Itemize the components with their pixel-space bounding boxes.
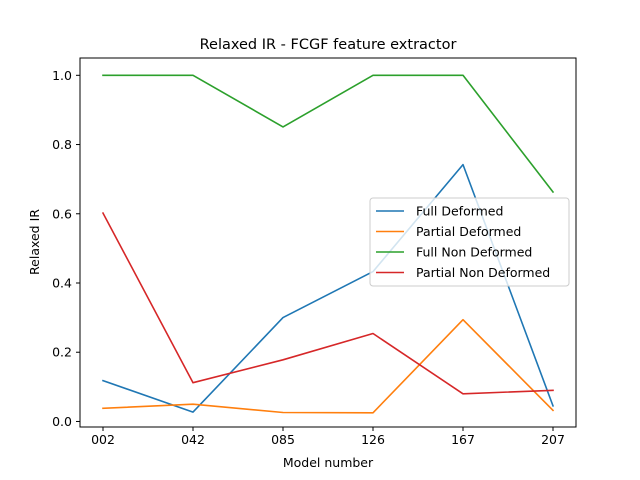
legend-label-full-deformed: Full Deformed	[416, 204, 503, 219]
y-tick-label: 0.4	[52, 276, 72, 291]
series-line-partial-deformed	[102, 318, 555, 414]
y-tick-label: 0.2	[52, 345, 72, 360]
y-tick-label: 0.0	[52, 414, 72, 429]
legend-box	[369, 197, 570, 287]
legend-label-partial-deformed: Partial Deformed	[416, 224, 521, 239]
x-tick-label: 042	[181, 432, 205, 447]
legend: Full Deformed Partial Deformed Full Non De…	[369, 197, 570, 287]
y-tick-label: 0.6	[52, 206, 72, 221]
y-axis-label: Relaxed IR	[27, 209, 42, 275]
x-tick-label: 002	[91, 432, 115, 447]
y-tick-label: 1.0	[52, 68, 72, 83]
x-tick-label: 085	[271, 432, 295, 447]
legend-label-partial-non-deformed: Partial Non Deformed	[416, 265, 550, 280]
legend-label-full-non-deformed: Full Non Deformed	[416, 245, 532, 260]
x-axis: 002 042 085 126 167 207	[91, 427, 565, 447]
series-line-partial-non-deformed	[101, 212, 554, 395]
series-line-full-non-deformed	[102, 74, 555, 194]
y-axis: 0.0 0.2 0.4 0.6 0.8 1.0	[52, 68, 80, 429]
x-axis-label: Model number	[283, 455, 374, 470]
x-tick-label: 207	[541, 432, 565, 447]
chart-title: Relaxed IR - FCGF feature extractor	[200, 37, 457, 53]
x-tick-label: 167	[451, 432, 475, 447]
y-tick-label: 0.8	[52, 137, 72, 152]
x-tick-label: 126	[361, 432, 385, 447]
plot-frame	[79, 57, 577, 428]
